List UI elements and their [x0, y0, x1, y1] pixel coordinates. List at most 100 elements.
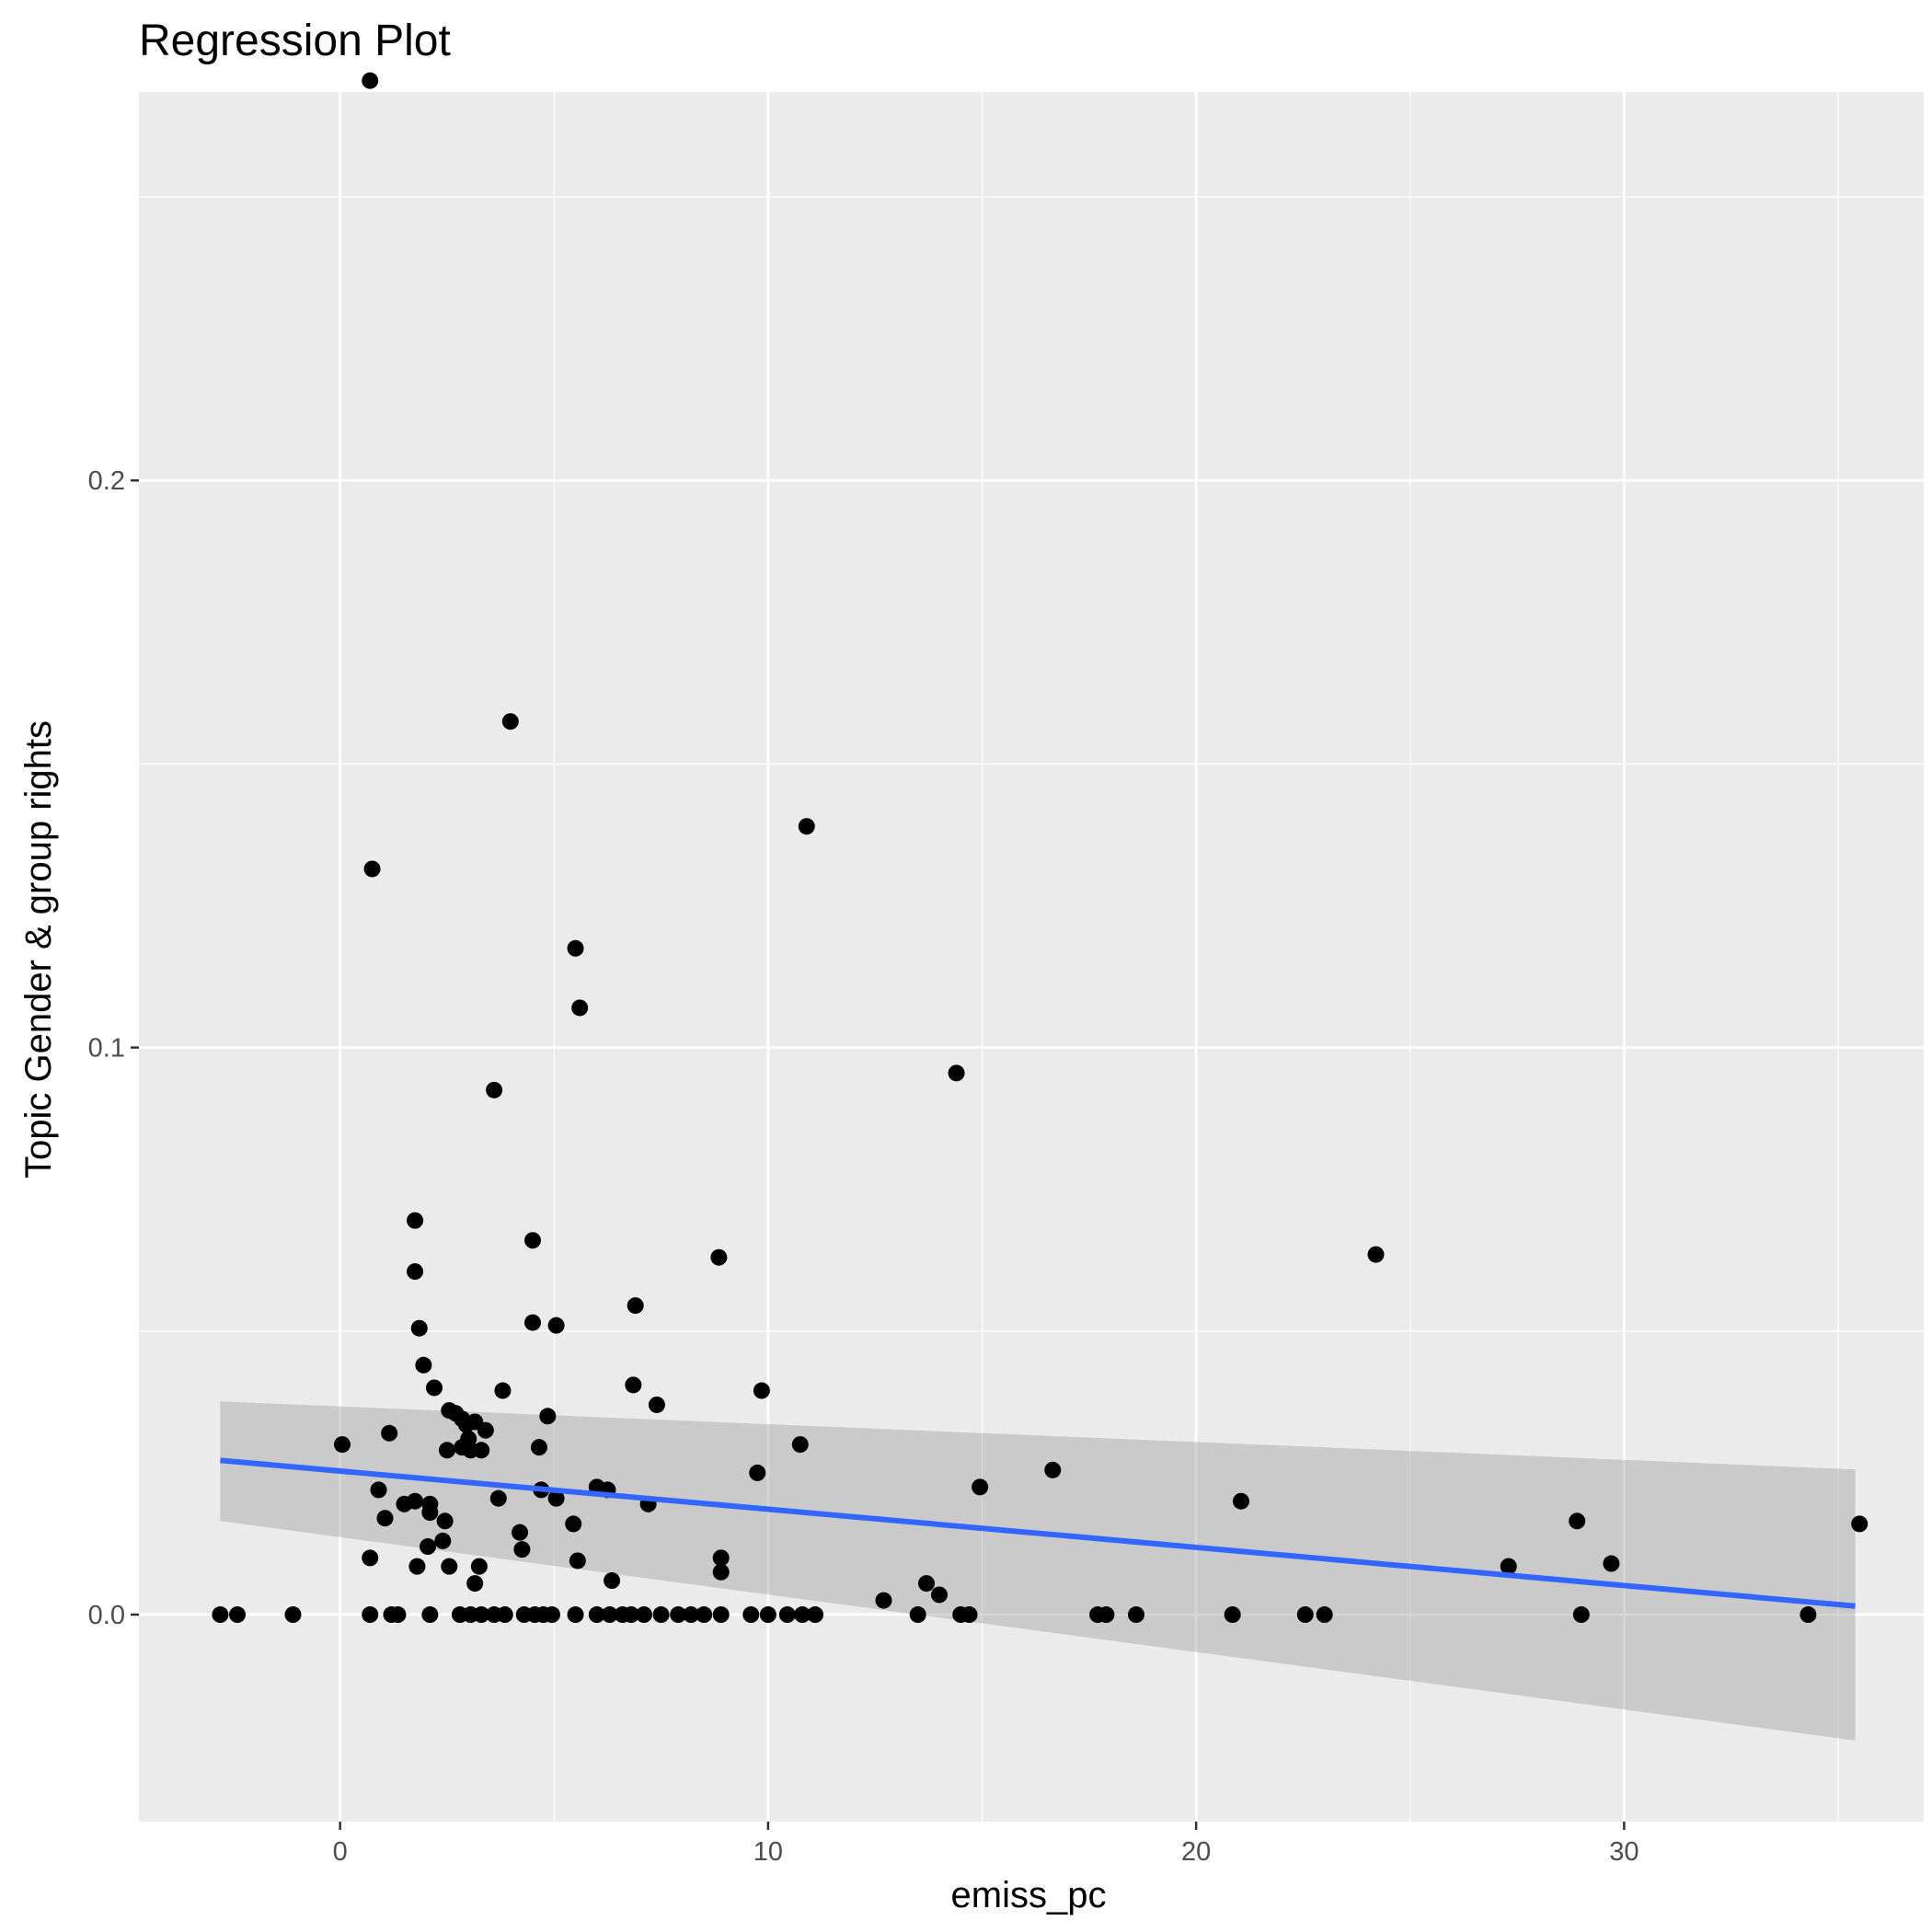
data-point — [407, 1492, 424, 1510]
data-point — [1367, 1246, 1385, 1263]
data-point — [972, 1478, 989, 1496]
data-point — [362, 72, 379, 89]
y-axis-title: Topic Gender & group rights — [18, 720, 59, 1179]
data-point — [588, 1606, 605, 1624]
data-point — [407, 1212, 424, 1229]
data-point — [501, 713, 519, 730]
data-point — [712, 1549, 730, 1567]
data-point — [601, 1606, 618, 1624]
data-point — [547, 1489, 565, 1507]
data-point — [710, 1248, 728, 1266]
data-point — [623, 1606, 640, 1624]
data-point — [486, 1081, 503, 1098]
data-point — [948, 1064, 965, 1082]
data-point — [543, 1606, 560, 1624]
data-point — [441, 1558, 458, 1575]
data-point — [415, 1356, 432, 1374]
data-point — [807, 1606, 824, 1624]
x-tick-label: 10 — [753, 1837, 783, 1867]
data-point — [635, 1606, 652, 1624]
data-point — [426, 1379, 443, 1397]
regression-line — [220, 1457, 1856, 1609]
data-point — [627, 1297, 644, 1315]
data-point — [457, 1416, 475, 1433]
data-point — [683, 1606, 700, 1624]
data-point — [470, 1558, 488, 1575]
data-point — [421, 1504, 439, 1522]
data-point — [436, 1512, 454, 1530]
data-point — [513, 1541, 531, 1558]
data-point — [918, 1575, 936, 1593]
data-points — [212, 72, 1869, 1624]
data-point — [376, 1510, 394, 1527]
data-point — [794, 1606, 811, 1624]
data-point — [530, 1439, 547, 1456]
data-point — [477, 1421, 494, 1439]
data-point — [604, 1572, 621, 1590]
major-gridlines — [139, 92, 1924, 1822]
data-point — [742, 1606, 760, 1624]
data-point — [759, 1606, 776, 1624]
data-point — [1569, 1512, 1586, 1530]
data-point — [524, 1314, 542, 1331]
data-point — [712, 1563, 730, 1581]
data-point — [1851, 1515, 1869, 1533]
y-tick-label: 0.2 — [88, 466, 125, 496]
data-point — [494, 1382, 512, 1399]
data-point — [648, 1396, 665, 1413]
data-point — [473, 1606, 490, 1624]
data-point — [565, 1515, 582, 1533]
data-point — [1044, 1461, 1062, 1478]
data-point — [284, 1606, 302, 1624]
data-point — [712, 1606, 730, 1624]
data-point — [670, 1606, 687, 1624]
x-tick-label: 30 — [1609, 1837, 1639, 1867]
data-point — [496, 1606, 513, 1624]
x-axis-title: emiss_pc — [951, 1875, 1107, 1915]
data-point — [410, 1319, 428, 1337]
data-point — [1572, 1606, 1590, 1624]
x-axis: 0 10 20 30 — [333, 1822, 1639, 1867]
data-point — [749, 1464, 766, 1481]
data-point — [420, 1538, 437, 1556]
data-point — [473, 1442, 490, 1459]
data-point — [567, 939, 584, 957]
data-point — [1800, 1606, 1817, 1624]
data-point — [778, 1606, 796, 1624]
data-point — [960, 1606, 978, 1624]
chart-title: Regression Plot — [139, 17, 451, 65]
data-point — [875, 1592, 892, 1609]
data-point — [407, 1263, 424, 1281]
data-point — [1224, 1606, 1241, 1624]
data-point — [489, 1489, 507, 1507]
data-point — [438, 1442, 455, 1459]
data-point — [909, 1606, 926, 1624]
x-tick-label: 20 — [1181, 1837, 1211, 1867]
data-point — [696, 1606, 713, 1624]
data-point — [362, 1549, 379, 1567]
data-point — [1500, 1558, 1517, 1575]
data-point — [421, 1606, 439, 1624]
y-tick-label: 0.0 — [88, 1601, 125, 1630]
data-point — [1127, 1606, 1144, 1624]
data-point — [539, 1408, 557, 1425]
data-point — [524, 1232, 542, 1249]
data-point — [547, 1317, 565, 1334]
x-tick-label: 0 — [333, 1837, 348, 1867]
data-point — [362, 1606, 379, 1624]
data-point — [466, 1575, 484, 1593]
data-point — [798, 818, 815, 835]
data-point — [652, 1606, 670, 1624]
minor-gridlines — [139, 92, 1924, 1822]
data-point — [1316, 1606, 1333, 1624]
y-axis: 0.0 0.1 0.2 — [88, 466, 139, 1630]
data-point — [408, 1558, 426, 1575]
data-point — [512, 1524, 529, 1541]
data-point — [363, 860, 381, 878]
data-point — [389, 1606, 407, 1624]
data-point — [753, 1382, 770, 1399]
data-point — [370, 1481, 387, 1499]
y-tick-label: 0.1 — [88, 1034, 125, 1064]
confidence-band — [220, 1401, 1856, 1741]
